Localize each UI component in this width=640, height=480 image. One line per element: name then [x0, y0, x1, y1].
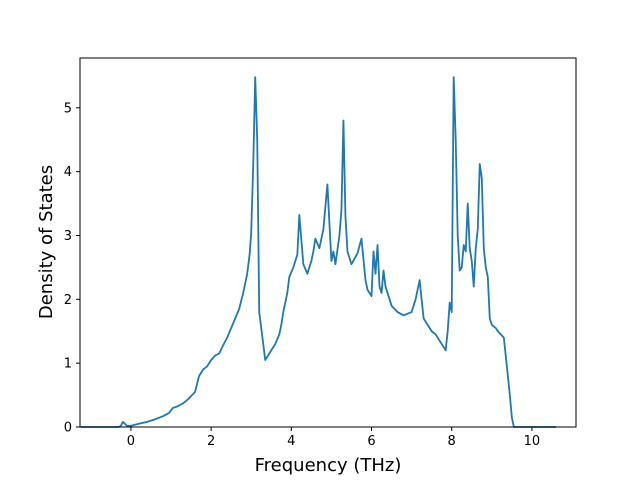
series-line — [80, 76, 556, 428]
plot-frame — [79, 57, 577, 428]
y-tick-label: 4 — [64, 165, 72, 180]
x-tick-label: 10 — [524, 434, 541, 449]
y-tick-label: 3 — [64, 229, 72, 244]
y-tick-label: 5 — [64, 101, 72, 116]
y-ticks: 0 1 2 3 4 5 — [64, 101, 80, 436]
x-tick-label: 2 — [207, 434, 215, 449]
y-tick-label: 1 — [64, 357, 72, 372]
x-ticks: 0 2 4 6 8 10 — [127, 427, 540, 449]
x-tick-label: 6 — [367, 434, 375, 449]
y-tick-label: 2 — [64, 293, 72, 308]
plot-background — [80, 58, 576, 427]
x-tick-label: 0 — [127, 434, 135, 449]
y-tick-label: 0 — [64, 421, 72, 436]
x-axis-label: Frequency (THz) — [255, 455, 402, 476]
x-tick-label: 4 — [287, 434, 295, 449]
x-tick-label: 8 — [448, 434, 456, 449]
y-axis-label: Density of States — [36, 165, 57, 319]
